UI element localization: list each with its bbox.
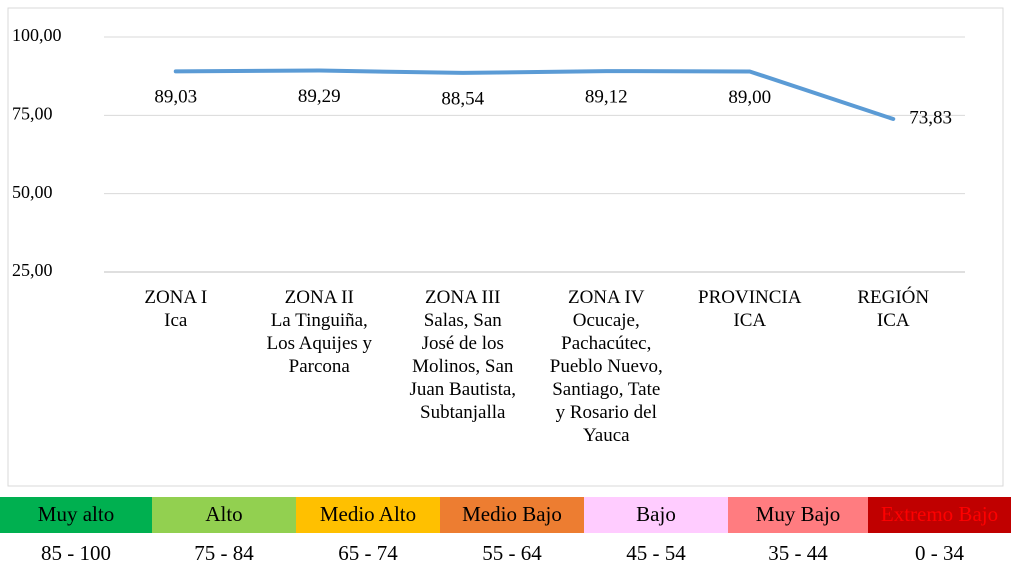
x-tick-line: ICA [733,310,766,331]
scale-range: 45 - 54 [626,541,686,565]
x-tick-label: ZONA III Salas, San José de los Molinos, Sa… [409,287,516,423]
scale-label: Medio Alto [320,502,416,526]
scale-swatch [584,497,728,533]
scale-label: Alto [205,502,242,526]
x-tick-line: REGIÓN [857,286,929,308]
y-tick-label: 100,00 [12,25,62,45]
data-label: 88,54 [441,88,484,109]
scale-swatch [296,497,440,533]
x-tick-line: PROVINCIA [698,287,802,308]
data-label: 89,12 [585,86,628,107]
x-tick-line: Parcona [289,356,351,377]
x-tick-line: Subtanjalla [420,402,506,423]
scale-swatch [152,497,296,533]
x-tick-line: Ica [164,310,188,331]
scale-label: Muy alto [38,502,114,526]
chart-frame [7,7,1004,487]
data-line [173,68,896,121]
scale-range: 65 - 74 [338,541,398,565]
x-tick-line: Juan Bautista, [409,379,516,400]
x-tick-line: La Tinguiña, [271,310,368,331]
x-tick-line: y Rosario del [556,402,657,423]
x-tick-label: ZONA II La Tinguiña, Los Aquijes y Parcona [266,287,372,377]
x-tick-line: Los Aquijes y [266,333,372,354]
x-tick-line: Santiago, Tate [552,379,660,400]
x-tick-line: Molinos, San [412,356,514,377]
x-tick-line: Salas, San [424,310,503,331]
x-tick-line: ZONA II [285,287,354,308]
x-tick-label: ZONA IV Ocucaje, Pachacútec, Pueblo Nuevo, S… [550,287,663,446]
scale-swatch [0,497,152,533]
scale-range: 0 - 34 [915,541,964,565]
scale-range: 55 - 64 [482,541,542,565]
scale-label: Medio Bajo [462,502,562,526]
x-tick-label: ZONA I Ica [144,287,207,331]
data-label: 89,29 [298,86,341,107]
x-tick-line: ICA [877,310,910,331]
x-tick-line: Pachacútec, [561,333,651,354]
x-tick-line: ZONA III [425,287,500,308]
x-tick-line: José de los [422,333,504,354]
scale-label: Muy Bajo [756,502,841,526]
x-tick-label: REGIÓN ICA [857,286,929,331]
data-label: 73,83 [909,107,952,128]
scale-swatch [440,497,584,533]
y-tick-label: 25,00 [12,260,53,280]
x-tick-line: ZONA IV [568,287,645,308]
scale-range: 85 - 100 [41,541,111,565]
scale-label: Extremo Bajo [881,502,998,526]
scale-swatch [728,497,868,533]
x-tick-label: PROVINCIA ICA [698,287,802,331]
y-tick-label: 50,00 [12,182,53,202]
x-tick-line: ZONA I [144,287,207,308]
data-label: 89,00 [728,87,771,108]
scale-swatch [868,497,1011,533]
x-tick-line: Yauca [583,425,630,446]
y-tick-label: 75,00 [12,103,53,123]
x-tick-line: Pueblo Nuevo, [550,356,663,377]
scale-range: 75 - 84 [194,541,254,565]
x-tick-line: Ocucaje, [573,310,640,331]
scale-label: Bajo [636,502,676,526]
data-label: 89,03 [154,87,197,108]
scale-range: 35 - 44 [768,541,828,565]
